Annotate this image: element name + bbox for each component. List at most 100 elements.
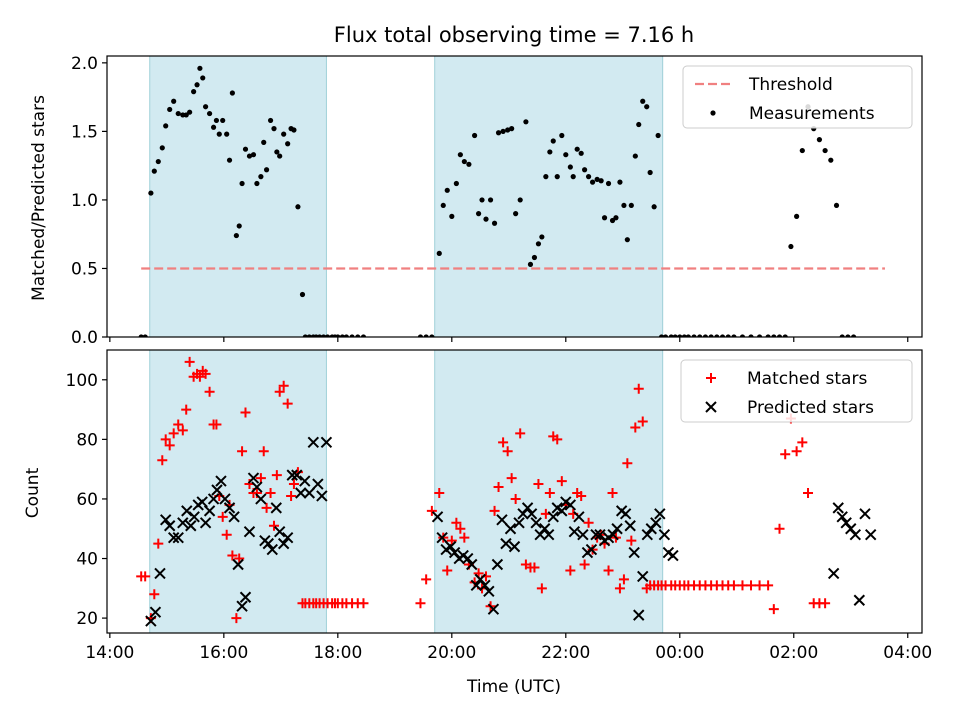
predicted-star-point (650, 517, 662, 529)
measurement-point (594, 176, 600, 182)
matched-star-point (633, 383, 644, 394)
predicted-star-point (832, 502, 844, 514)
matched-star-point (536, 583, 547, 594)
predicted-star-point (273, 526, 286, 538)
matched-star-point (565, 565, 576, 576)
measurement-point (267, 117, 274, 124)
measurement-point (500, 128, 506, 134)
predicted-star-point (199, 517, 212, 529)
measurement-point (339, 334, 345, 337)
predicted-star-point (219, 493, 231, 505)
measurement-point (142, 334, 148, 337)
matched-star-point (603, 565, 614, 576)
bottom-shaded-interval (434, 350, 664, 633)
matched-star-point (502, 446, 513, 457)
bottom-y-tick-label: 40 (76, 550, 98, 570)
x-tick-label: 04:00 (883, 643, 932, 663)
measurement-point (324, 334, 331, 337)
matched-star-point (184, 356, 195, 367)
measurement-point (216, 131, 222, 137)
measurement-point (242, 146, 249, 152)
measurement-point (194, 82, 200, 88)
legend-label: Predicted stars (747, 398, 874, 418)
predicted-star-point (247, 472, 260, 484)
matched-star-point (459, 532, 470, 543)
matched-star-point (552, 434, 563, 445)
measurement-point (624, 237, 630, 243)
matched-star-point (282, 398, 293, 409)
predicted-star-point (239, 591, 252, 603)
predicted-star-point (530, 517, 542, 529)
measurement-point (220, 117, 226, 124)
predicted-star-point (547, 511, 559, 523)
predicted-star-point (654, 508, 666, 520)
predicted-star-point (262, 537, 274, 550)
measurement-point (582, 167, 588, 173)
matched-star-point (622, 458, 633, 469)
chart-title: Flux total observing time = 7.16 h (334, 23, 694, 47)
predicted-star-point (853, 594, 866, 606)
measurement-point (570, 174, 576, 180)
matched-star-point (200, 368, 211, 379)
measurement-point (539, 234, 545, 240)
matched-star-point (780, 449, 791, 460)
measurement-point (191, 89, 197, 95)
top-shaded-interval (149, 56, 327, 337)
predicted-star-point (641, 528, 654, 541)
matched-star-point (746, 580, 757, 591)
predicted-star-point (316, 490, 328, 502)
matched-star-point (754, 580, 765, 591)
measurement-point (658, 334, 665, 337)
measurement-point (472, 132, 478, 139)
predicted-star-point (573, 511, 585, 523)
predicted-star-point (542, 528, 555, 541)
bottom-plot-area (136, 350, 877, 633)
measurement-point (644, 104, 650, 110)
measurement-point (316, 334, 323, 337)
predicted-star-point (203, 505, 216, 517)
predicted-star-point (513, 517, 525, 529)
matched-star-point (791, 446, 802, 457)
predicted-star-point (172, 531, 184, 544)
measurement-point (163, 123, 169, 129)
predicted-star-point (568, 526, 581, 538)
bottom-y-tick-label: 20 (76, 609, 98, 629)
matched-star-point (358, 598, 369, 609)
measurement-point (271, 126, 277, 132)
measurement-point (291, 127, 297, 133)
legend-box (680, 359, 913, 423)
measurement-point (776, 334, 783, 337)
legend-label: Matched stars (747, 369, 867, 389)
measurement-point (839, 334, 845, 337)
measurement-point (739, 334, 746, 337)
predicted-star-point (295, 487, 307, 499)
measurement-point (725, 334, 731, 337)
bottom-axes-frame (106, 349, 923, 634)
predicted-star-point (585, 543, 598, 556)
predicted-star-point (624, 520, 636, 532)
measurement-point (765, 334, 771, 337)
legend-box (682, 65, 913, 129)
predicted-star-point (611, 523, 623, 535)
bottom-y-axis-label: Count (23, 467, 43, 518)
matched-star-point (728, 580, 739, 591)
predicted-star-point (232, 558, 244, 571)
top-y-axis-label: Matched/Predicted stars (29, 95, 49, 301)
predicted-star-point (431, 511, 444, 523)
matched-star-point (797, 437, 808, 448)
measurement-point (281, 131, 287, 137)
measurement-point (628, 202, 634, 209)
measurement-point (453, 180, 459, 187)
predicted-star-point (277, 537, 290, 550)
measurement-point (343, 334, 349, 337)
measurement-point (466, 161, 472, 167)
measurement-point (417, 334, 424, 337)
measurement-point (509, 126, 515, 132)
measurement-point (691, 334, 697, 337)
x-tick-label: 18:00 (313, 643, 362, 663)
predicted-star-point (196, 496, 208, 508)
predicted-star-point (177, 517, 189, 529)
measurement-point (360, 334, 367, 337)
predicted-star-point (496, 514, 508, 526)
